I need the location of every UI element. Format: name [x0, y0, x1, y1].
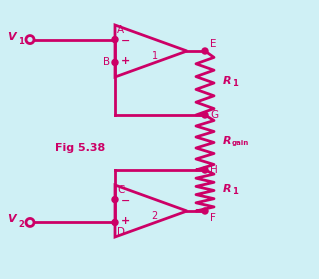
Text: Fig 5.38: Fig 5.38: [55, 143, 105, 153]
Circle shape: [112, 197, 118, 203]
Circle shape: [112, 220, 118, 225]
Text: E: E: [210, 39, 217, 49]
Circle shape: [112, 59, 118, 66]
Text: D: D: [117, 227, 125, 237]
Text: 1: 1: [232, 80, 238, 88]
Text: gain: gain: [232, 141, 249, 146]
Text: +: +: [121, 56, 130, 66]
Circle shape: [112, 37, 118, 43]
Text: R: R: [223, 136, 232, 146]
Text: B: B: [103, 57, 110, 68]
Circle shape: [202, 112, 208, 118]
Text: G: G: [210, 110, 218, 120]
Text: V: V: [7, 32, 16, 42]
Text: C: C: [117, 185, 124, 194]
Text: V: V: [7, 215, 16, 224]
Text: −: −: [121, 35, 130, 45]
Text: 2: 2: [152, 211, 158, 221]
Text: H: H: [210, 165, 218, 175]
Text: 2: 2: [18, 220, 24, 229]
Circle shape: [202, 167, 208, 173]
Text: R: R: [223, 184, 232, 194]
Text: 1: 1: [232, 187, 238, 196]
Text: F: F: [210, 213, 216, 223]
Text: R: R: [223, 76, 232, 86]
Text: −: −: [121, 196, 130, 206]
Text: 1: 1: [152, 51, 158, 61]
Circle shape: [202, 208, 208, 214]
Text: +: +: [121, 217, 130, 227]
Text: 1: 1: [18, 37, 24, 46]
Circle shape: [202, 48, 208, 54]
Text: A: A: [117, 25, 124, 35]
